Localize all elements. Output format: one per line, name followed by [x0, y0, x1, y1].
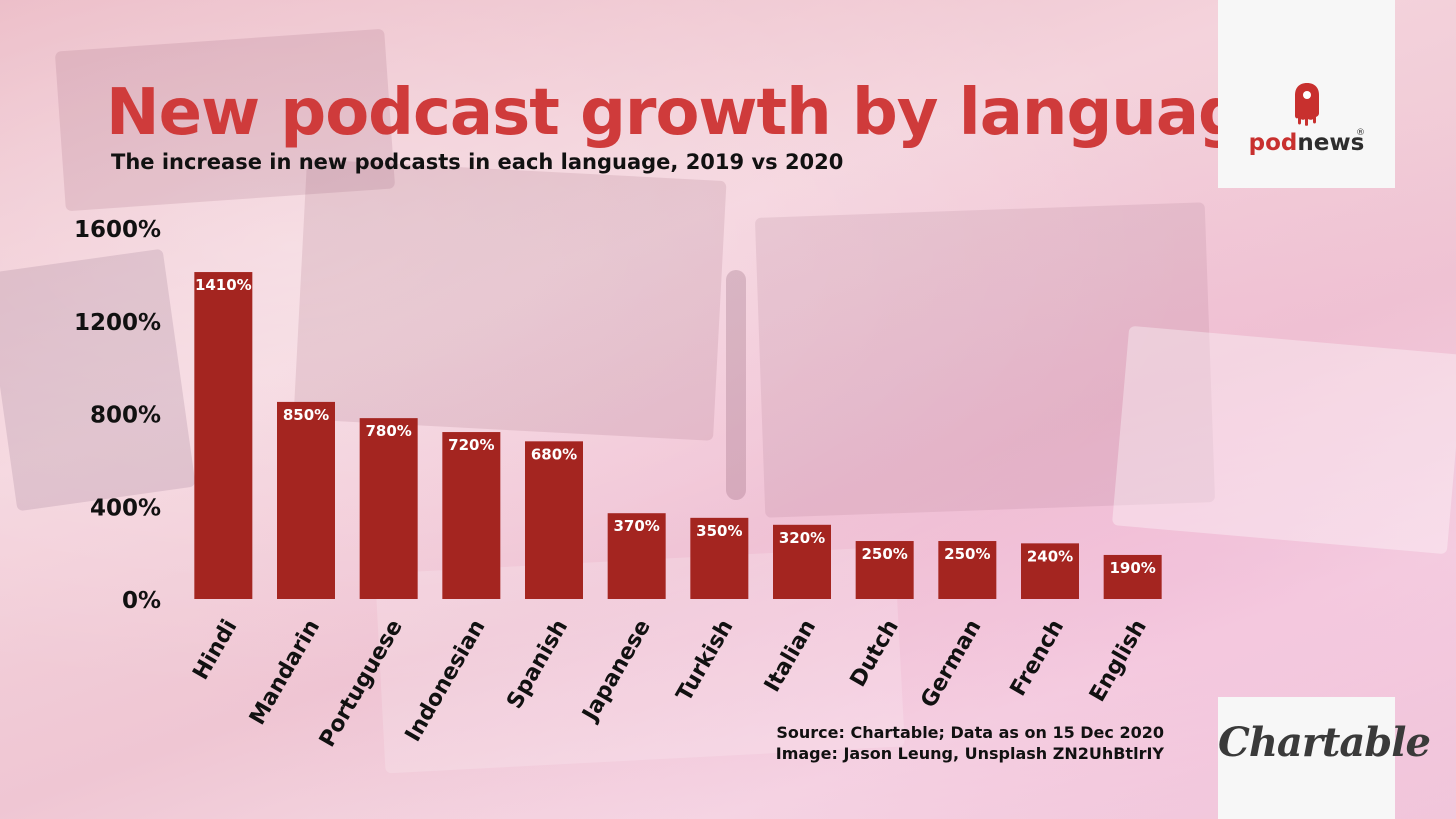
- y-tick-label: 800%: [90, 403, 161, 429]
- x-tick-label: Italian: [760, 616, 821, 697]
- data-label: 350%: [696, 522, 742, 540]
- x-tick-label: Portuguese: [315, 616, 408, 752]
- chartable-wordmark: Chartable: [1218, 719, 1431, 766]
- x-tick-label: Hindi: [188, 616, 242, 685]
- chart-subtitle: The increase in new podcasts in each lan…: [111, 150, 844, 174]
- podnews-wordmark: podnews: [1218, 130, 1395, 156]
- x-tick-label: Japanese: [577, 616, 656, 727]
- y-tick-label: 1600%: [74, 217, 161, 243]
- bar-french: [1021, 543, 1079, 599]
- bar-indonesian: [442, 432, 501, 599]
- podnews-logo[interactable]: podnews ®: [1218, 0, 1395, 188]
- x-tick-label: Spanish: [502, 616, 573, 714]
- data-label: 190%: [1109, 559, 1155, 577]
- bar-turkish: [690, 517, 749, 599]
- image-credit-line: Image: Jason Leung, Unsplash ZN2UhBtlrIY: [775, 744, 1164, 763]
- x-tick-label: Mandarin: [245, 616, 325, 730]
- bars: 1410% 850% 780% 720% 680% 370% 350% 320% 250% 250…: [194, 272, 1162, 599]
- bar-japanese: [607, 513, 666, 599]
- data-label: 320%: [779, 529, 825, 547]
- podnews-wordmark-news: news: [1297, 130, 1365, 156]
- y-tick-label: 0%: [122, 588, 161, 614]
- chart-title: New podcast growth by language: [106, 76, 1286, 150]
- data-label: 250%: [861, 545, 907, 563]
- registered-mark: ®: [1356, 128, 1365, 138]
- data-label: 720%: [448, 436, 494, 454]
- data-label: 680%: [531, 445, 577, 463]
- x-tick-label: German: [916, 615, 986, 712]
- source-credits: Source: Chartable; Data as on 15 Dec 202…: [776, 722, 1164, 764]
- x-tick-label: Turkish: [672, 616, 739, 706]
- chartable-logo[interactable]: Chartable: [1218, 697, 1431, 819]
- data-label: 240%: [1027, 547, 1073, 565]
- y-axis: 0% 400% 800% 1200% 1600%: [74, 217, 161, 614]
- bar-german: [938, 541, 997, 599]
- y-tick-label: 1200%: [74, 310, 161, 336]
- x-tick-label: Indonesian: [401, 616, 491, 747]
- bar-spanish: [525, 441, 583, 599]
- podnews-wordmark-pod: pod: [1248, 130, 1298, 156]
- data-label: 370%: [613, 517, 659, 535]
- bar-hindi: [194, 272, 253, 599]
- y-tick-label: 400%: [90, 495, 161, 521]
- bar-portuguese: [359, 418, 418, 599]
- bar-mandarin: [277, 401, 335, 599]
- x-tick-label: Dutch: [846, 616, 904, 692]
- x-tick-label: English: [1085, 616, 1152, 707]
- bar-italian: [773, 524, 831, 599]
- data-label: 850%: [283, 406, 329, 424]
- podnews-microphone-icon: [1295, 83, 1319, 126]
- source-line: Source: Chartable; Data as on 15 Dec 202…: [776, 723, 1164, 742]
- x-tick-label: French: [1006, 616, 1070, 701]
- data-label: 780%: [365, 422, 411, 440]
- bar-dutch: [855, 541, 914, 599]
- data-label: 250%: [944, 545, 990, 563]
- data-label: 1410%: [195, 276, 252, 294]
- bar-english: [1103, 554, 1162, 599]
